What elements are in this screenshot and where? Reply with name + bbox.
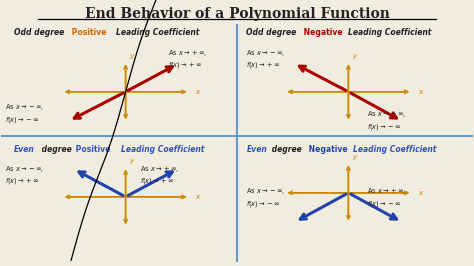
Text: As $x \rightarrow -\infty$,
$f(x) \rightarrow -\infty$: As $x \rightarrow -\infty$, $f(x) \right… bbox=[5, 102, 44, 125]
Text: End Behavior of a Polynomial Function: End Behavior of a Polynomial Function bbox=[84, 7, 390, 22]
Text: degree: degree bbox=[269, 145, 302, 154]
Text: Positive: Positive bbox=[73, 145, 113, 154]
Text: As $x \rightarrow -\infty$,
$f(x) \rightarrow +\infty$: As $x \rightarrow -\infty$, $f(x) \right… bbox=[246, 48, 286, 70]
Text: As $x \rightarrow -\infty$,
$f(x) \rightarrow -\infty$: As $x \rightarrow -\infty$, $f(x) \right… bbox=[246, 186, 286, 209]
Text: y: y bbox=[352, 154, 356, 160]
Text: Positive: Positive bbox=[69, 28, 109, 37]
Text: As $x \rightarrow +\infty$,
$f(x) \rightarrow +\infty$: As $x \rightarrow +\infty$, $f(x) \right… bbox=[140, 164, 179, 186]
Text: Even: Even bbox=[246, 145, 267, 154]
Text: x: x bbox=[418, 190, 422, 196]
Text: Negative: Negative bbox=[306, 145, 350, 154]
Text: y: y bbox=[129, 158, 133, 164]
Text: Negative: Negative bbox=[301, 28, 345, 37]
Text: x: x bbox=[418, 89, 422, 95]
Text: Odd degree: Odd degree bbox=[246, 28, 297, 37]
Text: y: y bbox=[352, 53, 356, 59]
Text: Leading Coefficient: Leading Coefficient bbox=[348, 28, 432, 37]
Text: As $x \rightarrow +\infty$,
$f(x) \rightarrow -\infty$: As $x \rightarrow +\infty$, $f(x) \right… bbox=[367, 186, 407, 209]
Text: Odd degree: Odd degree bbox=[14, 28, 64, 37]
Text: As $x \rightarrow -\infty$,
$f(x) \rightarrow +\infty$: As $x \rightarrow -\infty$, $f(x) \right… bbox=[5, 164, 44, 186]
Text: x: x bbox=[195, 89, 200, 95]
Text: Even: Even bbox=[14, 145, 35, 154]
Text: As $x \rightarrow +\infty$,
$f(x) \rightarrow +\infty$: As $x \rightarrow +\infty$, $f(x) \right… bbox=[168, 48, 208, 70]
Text: Leading Coefficient: Leading Coefficient bbox=[353, 145, 437, 154]
Text: x: x bbox=[195, 194, 200, 200]
Text: Leading Coefficient: Leading Coefficient bbox=[116, 28, 200, 37]
Text: Leading Coefficient: Leading Coefficient bbox=[121, 145, 204, 154]
Text: degree: degree bbox=[39, 145, 72, 154]
Text: As $x \rightarrow +\infty$,
$f(x) \rightarrow -\infty$: As $x \rightarrow +\infty$, $f(x) \right… bbox=[367, 109, 407, 132]
Text: y: y bbox=[129, 53, 133, 59]
